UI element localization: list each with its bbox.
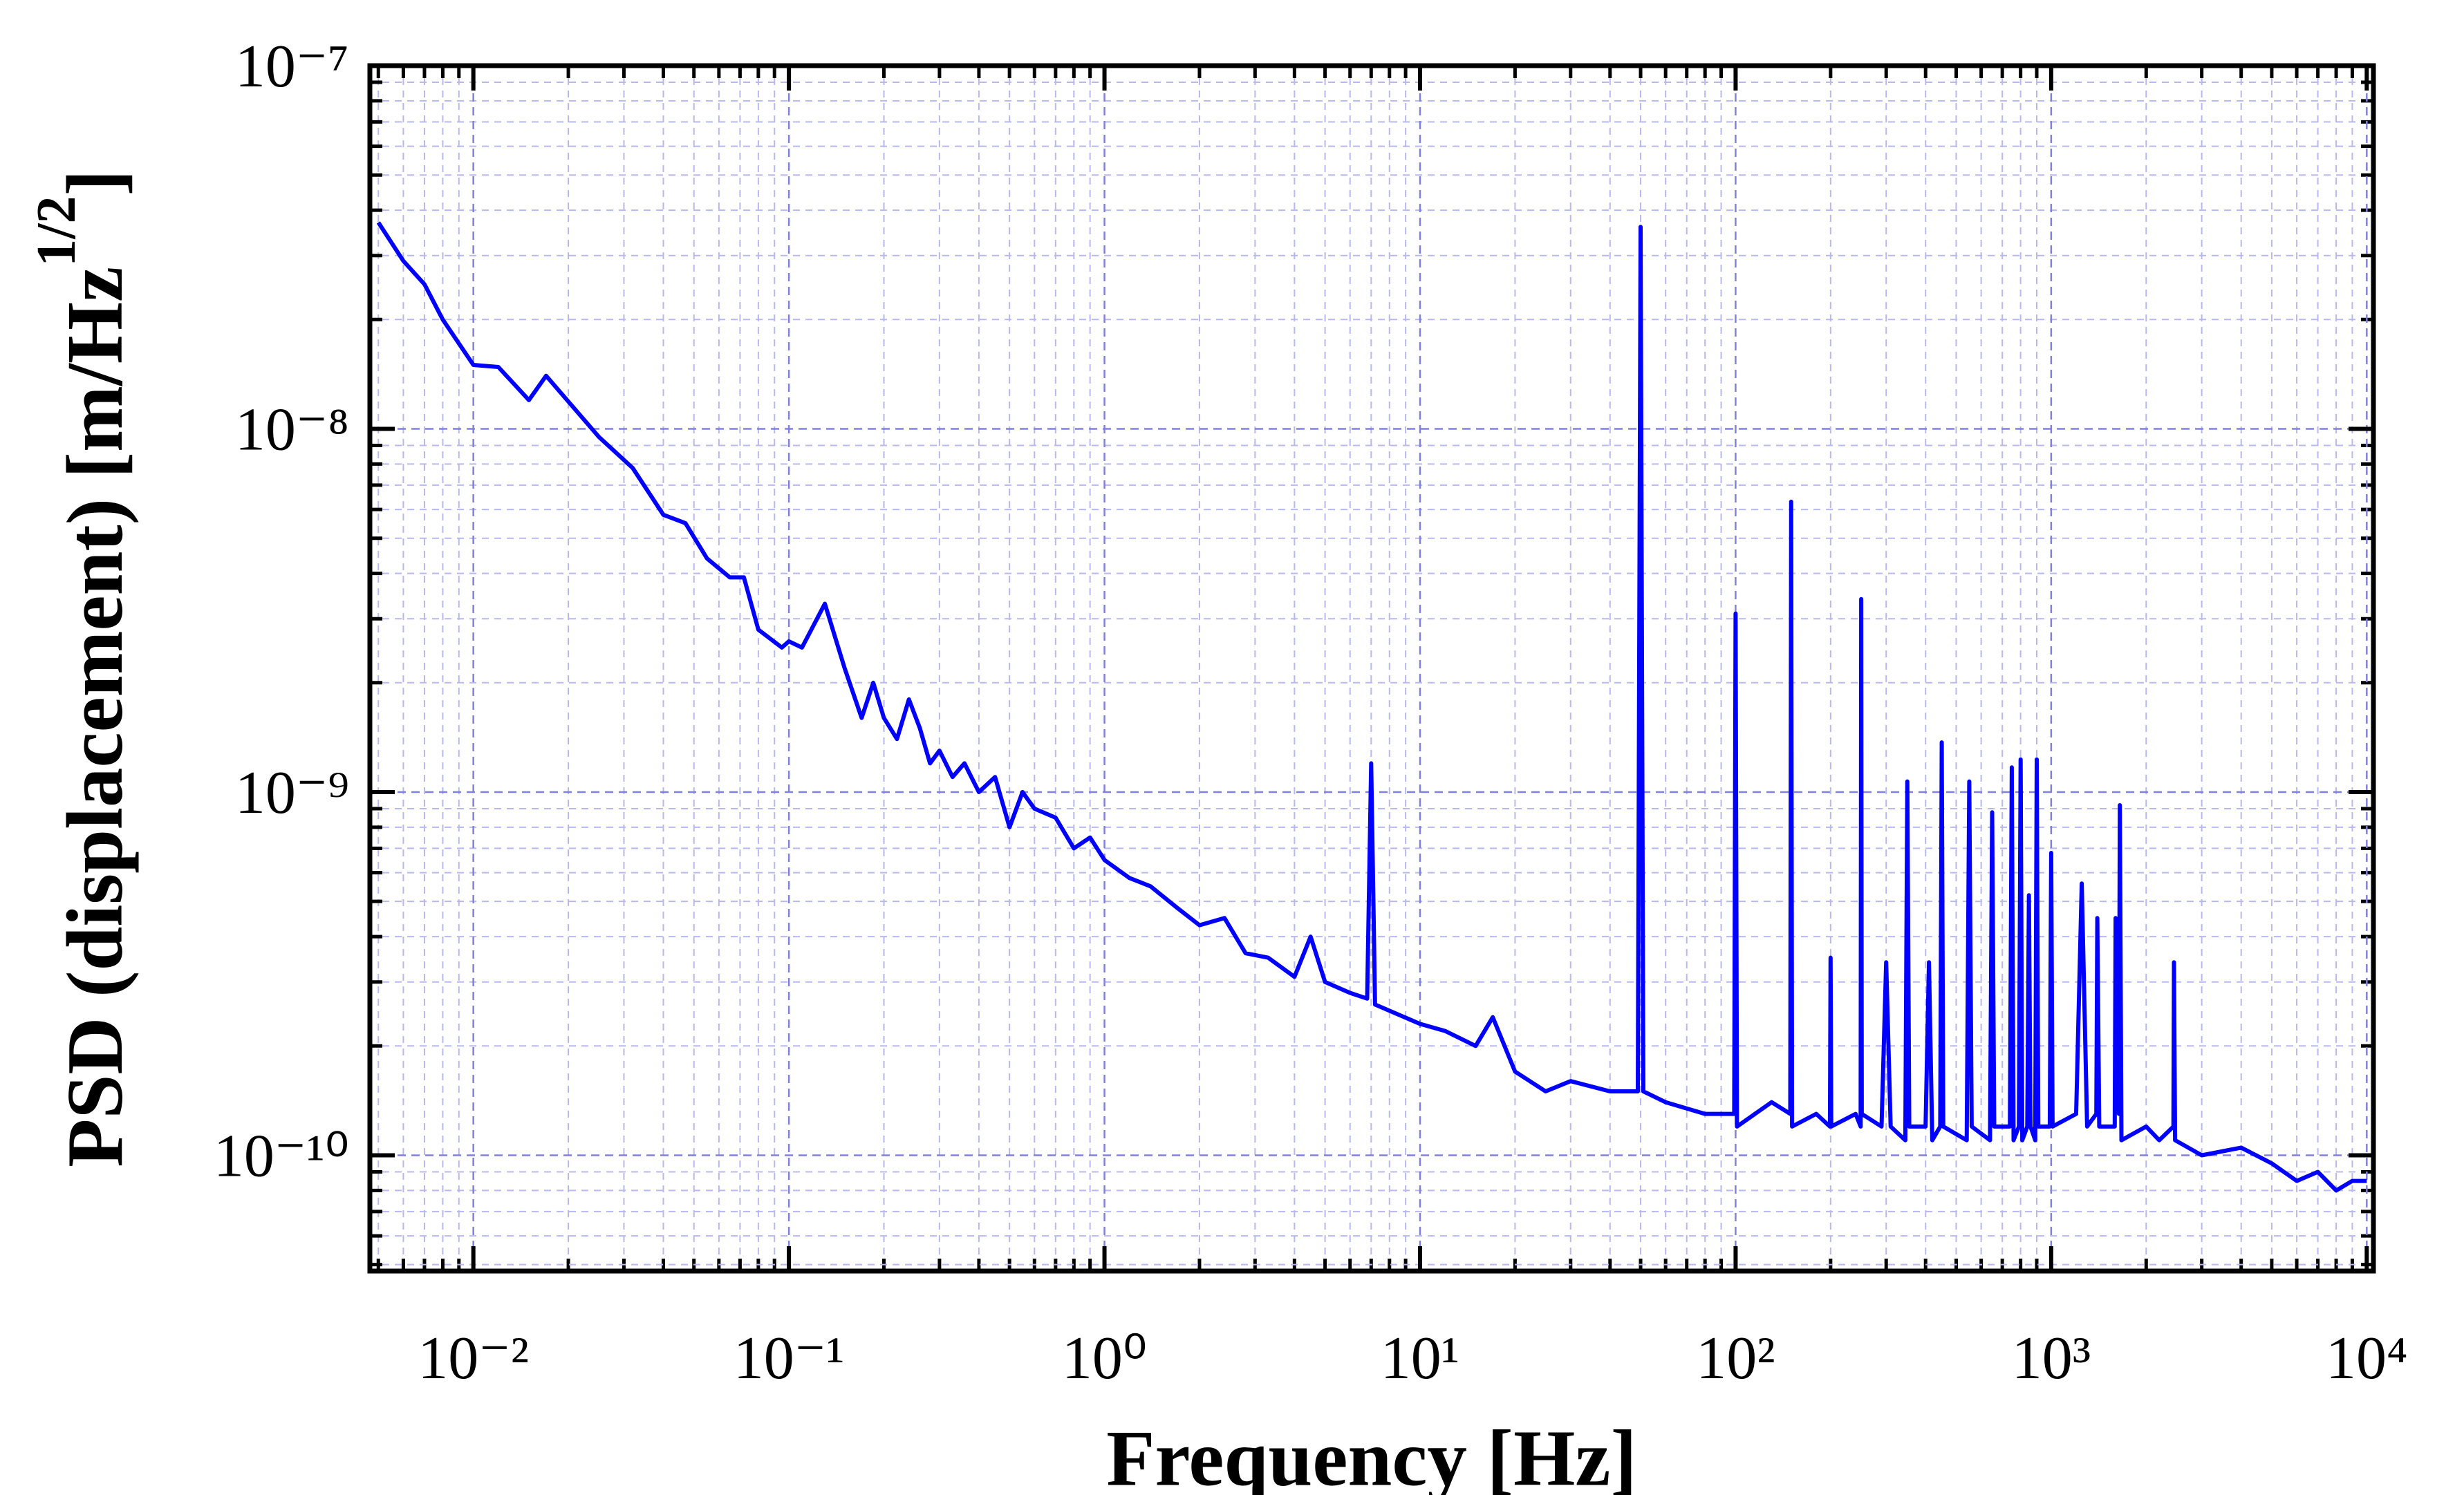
y-axis-title: PSD (displacement) [m/Hz1/2] [26, 169, 139, 1167]
x-tick-label: 10³ [2012, 1325, 2091, 1392]
plot-frame [367, 63, 2376, 1274]
x-axis-title: Frequency [Hz] [1106, 1414, 1637, 1495]
x-tick-label: 10⁻¹ [734, 1325, 845, 1392]
y-axis-title-end: ] [51, 169, 139, 196]
x-tick-label: 10¹ [1381, 1325, 1459, 1392]
x-tick-label: 10⁰ [1062, 1325, 1147, 1392]
x-tick-label: 10⁴ [2326, 1325, 2408, 1392]
y-tick-label: 10⁻⁹ [235, 760, 349, 827]
y-tick-label: 10⁻⁸ [235, 397, 349, 464]
y-tick-label: 10⁻¹⁰ [214, 1123, 349, 1190]
y-axis-title-sup: 1/2 [26, 196, 87, 266]
y-axis-title-main: PSD (displacement) [m/Hz [51, 267, 139, 1167]
y-tick-label: 10⁻⁷ [235, 33, 349, 100]
x-tick-label: 10² [1696, 1325, 1775, 1392]
x-tick-label: 10⁻² [418, 1325, 529, 1392]
data-line [376, 221, 2367, 1193]
